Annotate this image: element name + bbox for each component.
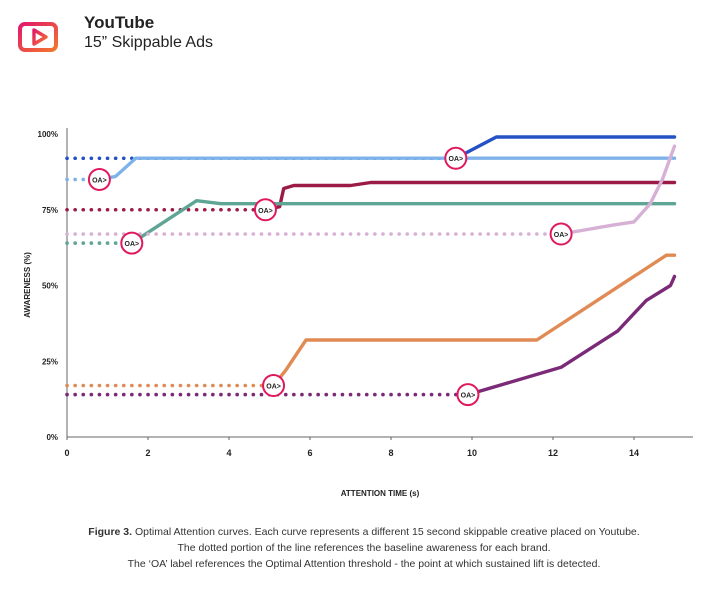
x-tick-label: 8	[388, 448, 393, 458]
x-tick-label: 6	[307, 448, 312, 458]
oa-label-6: OA>	[266, 383, 281, 390]
series-layer	[65, 135, 677, 397]
oa-marker-1	[444, 146, 468, 170]
series-5-curve	[559, 144, 677, 236]
x-tick-label: 4	[226, 448, 231, 458]
brand-title: YouTube	[84, 13, 155, 32]
awareness-chart: AWARENESS (%) ATTENTION TIME (s) 0 2 4 6 8 10…	[23, 128, 693, 498]
caption-line-1: Figure 3. Optimal Attention curves. Each…	[0, 524, 728, 540]
oa-label-1: OA>	[449, 156, 464, 163]
oa-markers: OA> OA> OA> OA> OA> OA> OA>	[87, 146, 573, 407]
caption-line-3: The ‘OA’ label references the Optimal At…	[127, 558, 601, 570]
series-7-curve	[466, 274, 677, 397]
series-3-curve	[263, 180, 677, 212]
header-titles: YouTube 15” Skippable Ads	[84, 12, 213, 53]
y-tick-label: 50%	[42, 282, 58, 291]
y-tick-label: 100%	[38, 130, 58, 139]
caption-line-1-text: Optimal Attention curves. Each curve rep…	[132, 526, 640, 538]
oa-marker-7	[456, 383, 480, 407]
x-tick-label: 14	[629, 448, 639, 458]
oa-label-4: OA>	[125, 241, 140, 248]
oa-label-7: OA>	[461, 393, 476, 400]
y-tick-label: 75%	[42, 206, 58, 215]
youtube-play-icon	[18, 22, 58, 52]
x-axis-label: ATTENTION TIME (s)	[341, 489, 420, 498]
y-tick-label: 25%	[42, 357, 58, 366]
caption-line-2: The dotted portion of the line reference…	[177, 542, 551, 554]
x-tick-label: 2	[145, 448, 150, 458]
oa-marker-6	[262, 373, 286, 397]
y-axis-label: AWARENESS (%)	[23, 252, 32, 318]
series-4-curve	[130, 199, 677, 245]
x-tick-label: 10	[467, 448, 477, 458]
oa-marker-2	[87, 167, 111, 191]
oa-marker-5	[549, 222, 573, 246]
axes: 0 2 4 6 8 10 12 14 0% 25% 50% 75% 100%	[38, 128, 693, 458]
x-tick-label: 0	[64, 448, 69, 458]
oa-marker-4	[120, 231, 144, 255]
x-tick-label: 12	[548, 448, 558, 458]
series-1-curve	[454, 135, 677, 160]
page-subtitle: 15” Skippable Ads	[84, 34, 213, 52]
oa-label-2: OA>	[92, 177, 107, 184]
series-2-curve	[97, 156, 677, 182]
figure-caption: Figure 3. Optimal Attention curves. Each…	[0, 524, 728, 572]
y-tick-label: 0%	[46, 433, 58, 442]
oa-label-5: OA>	[554, 232, 569, 239]
caption-figure-number: Figure 3.	[88, 526, 133, 538]
header: YouTube 15” Skippable Ads	[18, 12, 213, 62]
oa-label-3: OA>	[258, 208, 273, 215]
series-6-curve	[271, 253, 677, 388]
oa-marker-3	[253, 198, 277, 222]
